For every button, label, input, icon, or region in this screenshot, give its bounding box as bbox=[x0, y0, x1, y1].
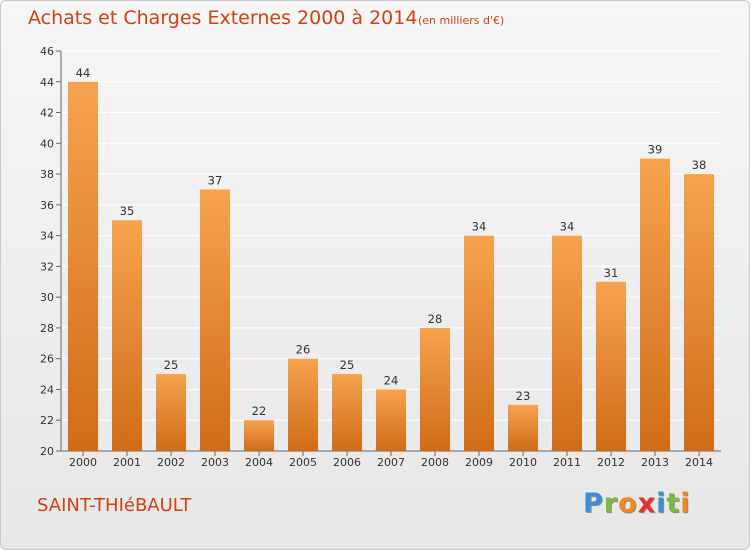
x-tick-label: 2010 bbox=[509, 456, 537, 469]
y-tick-label: 24 bbox=[40, 383, 54, 396]
bar bbox=[332, 374, 362, 451]
y-tick-label: 40 bbox=[40, 137, 54, 150]
y-tick-label: 42 bbox=[40, 107, 54, 120]
value-label: 34 bbox=[560, 220, 575, 234]
x-tick-label: 2006 bbox=[333, 456, 361, 469]
value-label: 44 bbox=[76, 66, 91, 80]
x-tick-label: 2002 bbox=[157, 456, 185, 469]
x-tick-label: 2012 bbox=[597, 456, 625, 469]
y-tick-label: 28 bbox=[40, 322, 54, 335]
y-tick-label: 38 bbox=[40, 168, 54, 181]
logo-letter: i bbox=[656, 488, 667, 519]
bar bbox=[68, 81, 98, 452]
logo-letter: P bbox=[583, 488, 604, 519]
y-tick-label: 34 bbox=[40, 230, 54, 243]
y-tick-label: 22 bbox=[40, 414, 54, 427]
x-tick-label: 2014 bbox=[685, 456, 713, 469]
y-tick-label: 32 bbox=[40, 260, 54, 273]
bar bbox=[508, 404, 538, 451]
value-label: 28 bbox=[428, 312, 443, 326]
x-tick-label: 2011 bbox=[553, 456, 581, 469]
bar bbox=[420, 327, 450, 451]
bar bbox=[464, 235, 494, 451]
value-label: 38 bbox=[692, 158, 707, 172]
bar bbox=[640, 158, 670, 451]
x-tick-label: 2008 bbox=[421, 456, 449, 469]
commune-name: SAINT-THIéBAULT bbox=[37, 495, 192, 516]
y-tick-label: 44 bbox=[40, 76, 54, 89]
value-label: 25 bbox=[340, 358, 355, 372]
bar bbox=[596, 281, 626, 451]
x-tick-label: 2009 bbox=[465, 456, 493, 469]
y-tick-label: 26 bbox=[40, 353, 54, 366]
chart-title: Achats et Charges Externes 2000 à 2014 bbox=[28, 7, 418, 29]
logo-letter: r bbox=[603, 488, 619, 519]
value-label: 24 bbox=[384, 373, 399, 387]
y-tick-label: 46 bbox=[40, 45, 54, 58]
logo-letter: o bbox=[618, 488, 638, 519]
x-tick-label: 2005 bbox=[289, 456, 317, 469]
chart-subtitle: (en milliers d'€) bbox=[418, 14, 505, 27]
bar bbox=[552, 235, 582, 451]
bar bbox=[200, 189, 230, 451]
x-tick-label: 2001 bbox=[113, 456, 141, 469]
value-label: 31 bbox=[604, 266, 619, 280]
value-label: 25 bbox=[164, 358, 179, 372]
proxiti-logo: Proxiti bbox=[583, 488, 691, 519]
y-tick-label: 20 bbox=[40, 445, 54, 458]
bar bbox=[156, 374, 186, 451]
bar bbox=[288, 358, 318, 451]
logo-letter: i bbox=[680, 488, 691, 519]
x-tick-label: 2003 bbox=[201, 456, 229, 469]
x-tick-label: 2007 bbox=[377, 456, 405, 469]
value-label: 34 bbox=[472, 220, 487, 234]
bar bbox=[244, 420, 274, 451]
value-label: 23 bbox=[516, 389, 531, 403]
x-tick-label: 2004 bbox=[245, 456, 273, 469]
value-label: 37 bbox=[208, 173, 223, 187]
logo-letter: x bbox=[637, 488, 657, 519]
bar bbox=[112, 220, 142, 451]
x-tick-label: 2013 bbox=[641, 456, 669, 469]
logo-letter: t bbox=[666, 488, 681, 519]
y-tick-label: 36 bbox=[40, 199, 54, 212]
value-label: 26 bbox=[296, 343, 311, 357]
labels: 44 2000 35 2001 25 2002 37 2003 22 2004 26 2005 25 20… bbox=[69, 66, 713, 469]
bars bbox=[68, 81, 714, 456]
value-label: 35 bbox=[120, 204, 135, 218]
x-tick-label: 2000 bbox=[69, 456, 97, 469]
bar bbox=[376, 389, 406, 451]
value-label: 22 bbox=[252, 404, 267, 418]
bar bbox=[684, 174, 714, 452]
y-tick-label: 30 bbox=[40, 291, 54, 304]
value-label: 39 bbox=[648, 143, 663, 157]
